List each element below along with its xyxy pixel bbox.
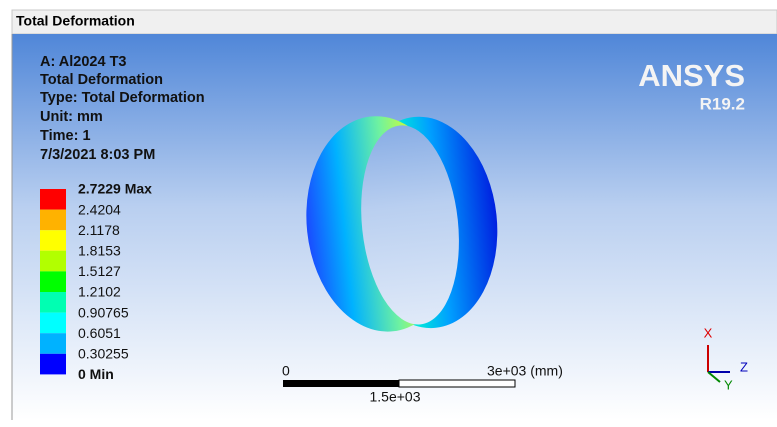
page: {"window": {"title": "Total Deformation"…	[0, 0, 777, 422]
legend-label: 1.8153	[78, 243, 121, 259]
viewer: Total Deformation ANSYS R19.2 0 3e+03 (m…	[0, 0, 777, 422]
info-line: Type: Total Deformation	[40, 90, 205, 106]
scale-bar-dark	[283, 380, 399, 387]
legend-label: 0.30255	[78, 346, 129, 362]
logo-version: R19.2	[700, 94, 745, 113]
info-line: Total Deformation	[40, 72, 163, 88]
legend-swatch	[40, 292, 66, 313]
scale-mid: 1.5e+03	[370, 389, 421, 405]
legend-swatch	[40, 354, 66, 375]
legend-label: 0.6051	[78, 325, 121, 341]
legend-swatch	[40, 189, 66, 210]
legend-label: 2.1178	[78, 222, 120, 238]
legend-label: 2.7229 Max	[78, 181, 152, 197]
info-line: 7/3/2021 8:03 PM	[40, 147, 155, 163]
legend-label: 0.90765	[78, 304, 129, 320]
legend-swatch	[40, 251, 66, 272]
scale-start: 0	[282, 363, 290, 379]
legend-label: 1.2102	[78, 284, 121, 300]
legend-swatch	[40, 313, 66, 334]
logo: ANSYS	[638, 58, 745, 93]
triad-z: Z	[740, 359, 748, 374]
info-line: Unit: mm	[40, 109, 103, 125]
legend-swatch	[40, 271, 66, 292]
scale-bar-light	[399, 380, 515, 387]
legend-swatch	[40, 333, 66, 354]
legend-swatch	[40, 210, 66, 231]
info-line: Time: 1	[40, 128, 91, 144]
triad-y: Y	[724, 377, 733, 392]
legend-label: 0 Min	[78, 366, 114, 382]
scale-end: 3e+03 (mm)	[487, 363, 563, 379]
window-title: Total Deformation	[16, 13, 135, 29]
legend-label: 1.5127	[78, 263, 121, 279]
legend-swatch	[40, 230, 66, 251]
triad-x: X	[704, 325, 713, 340]
legend-label: 2.4204	[78, 201, 121, 217]
info-line: A: Al2024 T3	[40, 54, 127, 70]
